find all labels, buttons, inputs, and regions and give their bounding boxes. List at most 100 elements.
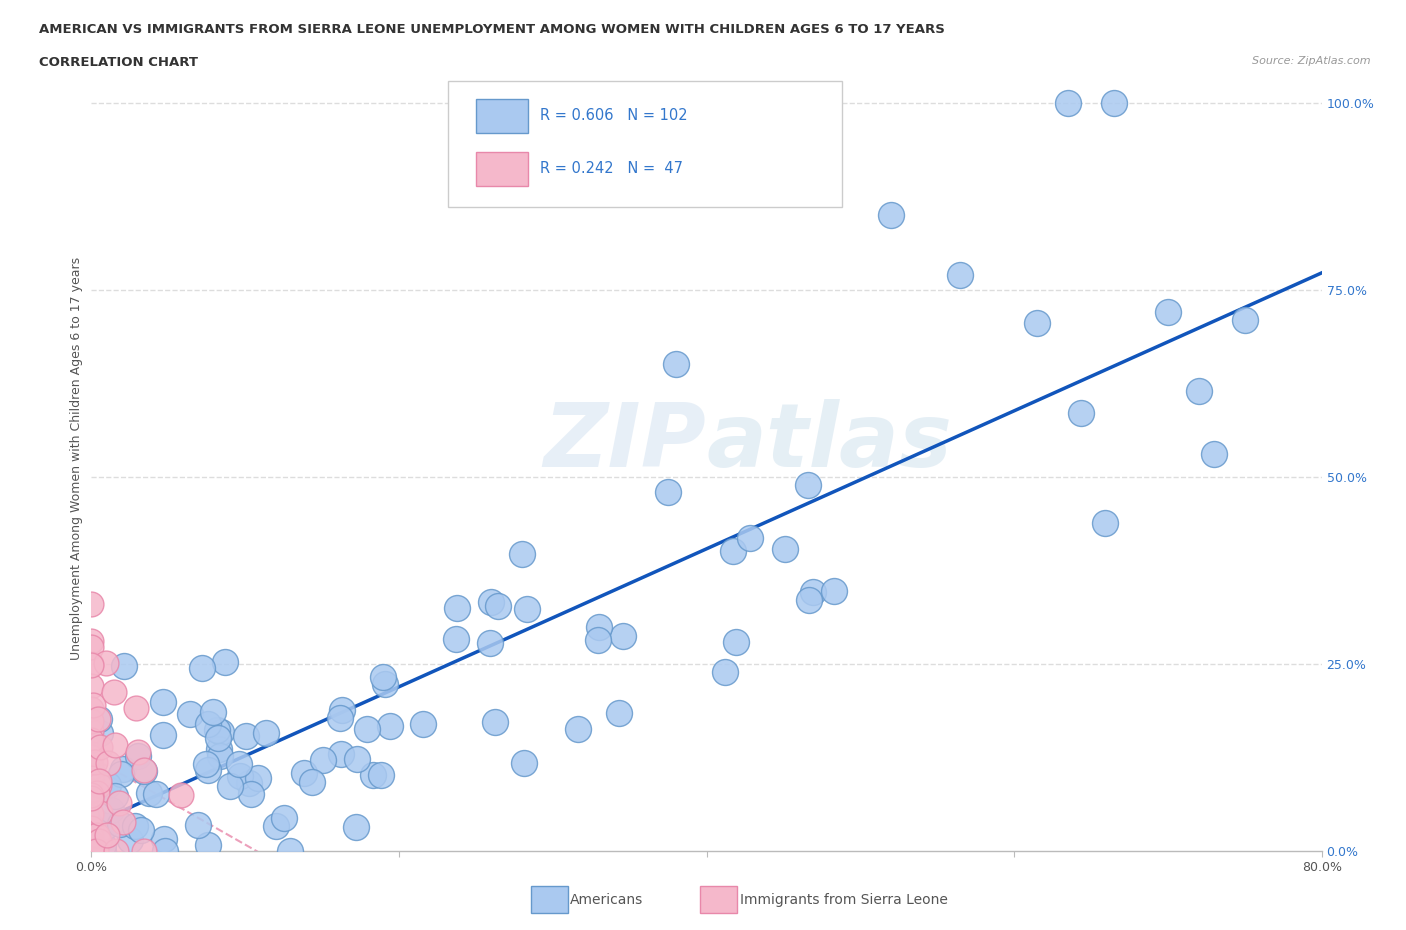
- Point: [155, 844, 177, 858]
- Point: [80, 750, 103, 764]
- Point: [1094, 515, 1116, 530]
- Point: [111, 815, 134, 830]
- Point: [214, 655, 236, 670]
- Point: [89, 806, 111, 821]
- Point: [80, 784, 103, 799]
- Point: [949, 267, 972, 282]
- Point: [82, 698, 104, 712]
- Point: [80, 657, 103, 671]
- Point: [247, 771, 270, 786]
- Point: [108, 796, 131, 811]
- Point: [80, 701, 103, 716]
- Point: [89, 739, 111, 754]
- Point: [207, 742, 229, 757]
- Point: [124, 818, 146, 833]
- Point: [87, 711, 110, 726]
- Point: [801, 584, 824, 599]
- Point: [219, 779, 242, 794]
- Text: CORRELATION CHART: CORRELATION CHART: [39, 56, 198, 69]
- Point: [197, 717, 219, 732]
- Point: [80, 714, 103, 729]
- Point: [80, 829, 103, 844]
- Point: [96, 818, 118, 833]
- Point: [254, 725, 277, 740]
- Point: [714, 664, 737, 679]
- Point: [80, 790, 103, 805]
- Point: [145, 787, 167, 802]
- Point: [880, 207, 903, 222]
- Point: [138, 786, 160, 801]
- Point: [797, 478, 820, 493]
- Point: [86, 785, 108, 800]
- Text: R = 0.242   N =  47: R = 0.242 N = 47: [540, 161, 683, 176]
- Point: [179, 707, 201, 722]
- Point: [152, 728, 174, 743]
- Point: [346, 751, 368, 766]
- Point: [330, 702, 353, 717]
- Point: [797, 592, 820, 607]
- Point: [567, 722, 589, 737]
- Point: [104, 737, 127, 752]
- Point: [104, 844, 127, 858]
- Point: [134, 763, 156, 777]
- Point: [127, 745, 149, 760]
- Point: [89, 725, 111, 740]
- Point: [82, 781, 104, 796]
- Point: [721, 543, 744, 558]
- Point: [486, 599, 509, 614]
- Point: [513, 755, 536, 770]
- Point: [229, 769, 252, 784]
- Point: [586, 632, 609, 647]
- Text: AMERICAN VS IMMIGRANTS FROM SIERRA LEONE UNEMPLOYMENT AMONG WOMEN WITH CHILDREN : AMERICAN VS IMMIGRANTS FROM SIERRA LEONE…: [39, 23, 945, 36]
- Point: [169, 788, 191, 803]
- Text: Americans: Americans: [569, 893, 643, 907]
- Text: Source: ZipAtlas.com: Source: ZipAtlas.com: [1253, 56, 1371, 66]
- Point: [329, 711, 352, 725]
- Point: [412, 717, 434, 732]
- Point: [82, 765, 104, 780]
- Point: [129, 822, 152, 837]
- Point: [108, 817, 131, 831]
- Point: [356, 722, 378, 737]
- Point: [80, 761, 103, 776]
- Point: [510, 546, 533, 561]
- Point: [1187, 384, 1209, 399]
- Point: [120, 832, 142, 847]
- Point: [187, 817, 209, 832]
- FancyBboxPatch shape: [477, 99, 529, 134]
- Point: [80, 724, 103, 738]
- Point: [80, 596, 103, 611]
- Point: [197, 763, 219, 777]
- Point: [588, 619, 610, 634]
- Point: [80, 844, 103, 858]
- Point: [83, 754, 105, 769]
- Point: [205, 722, 228, 737]
- Y-axis label: Unemployment Among Women with Children Ages 6 to 17 years: Unemployment Among Women with Children A…: [70, 257, 83, 659]
- Point: [80, 836, 103, 851]
- Point: [657, 485, 679, 499]
- Point: [1026, 316, 1049, 331]
- Point: [80, 640, 103, 655]
- Point: [481, 594, 503, 609]
- Point: [80, 732, 103, 747]
- Point: [110, 766, 132, 781]
- Point: [80, 788, 103, 803]
- Point: [312, 752, 335, 767]
- Point: [607, 706, 630, 721]
- Point: [516, 602, 538, 617]
- Text: ZIP: ZIP: [544, 399, 706, 485]
- FancyBboxPatch shape: [477, 152, 529, 186]
- Point: [132, 844, 155, 858]
- Point: [240, 787, 263, 802]
- Point: [370, 767, 392, 782]
- Point: [1070, 405, 1092, 420]
- Point: [1202, 446, 1225, 461]
- Point: [201, 704, 224, 719]
- Point: [132, 764, 155, 778]
- Point: [87, 834, 110, 849]
- Point: [278, 844, 301, 858]
- Point: [124, 700, 146, 715]
- Point: [87, 777, 110, 792]
- Point: [740, 531, 762, 546]
- Point: [84, 844, 107, 858]
